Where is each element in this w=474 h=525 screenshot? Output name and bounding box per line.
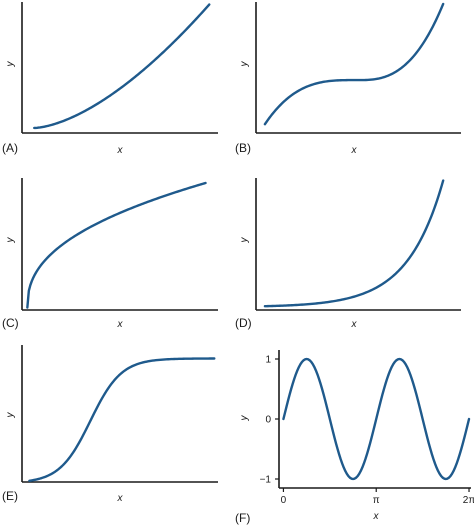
- panel-a: y x (A): [2, 2, 218, 156]
- panel-a-curve: [33, 3, 211, 130]
- panel-d-label: (D): [235, 316, 252, 330]
- panel-f-ticks: 0 π 2π 1 0 −1: [260, 355, 474, 507]
- panel-e: y x (E): [2, 345, 218, 504]
- panel-c-curve: [26, 181, 207, 309]
- panel-f-y-tick-label: −1: [260, 475, 272, 486]
- panel-f-x-tick-label: π: [373, 495, 380, 506]
- panel-f: 0 π 2π 1 0 −1 y x (F): [235, 350, 474, 525]
- panel-c-x-label: x: [117, 319, 124, 330]
- panel-b-label: (B): [235, 141, 251, 155]
- panel-a-x-label: x: [117, 145, 124, 156]
- panel-b: y x (B): [235, 2, 461, 156]
- panel-a-y-label: y: [5, 61, 16, 68]
- panel-f-curve: [282, 357, 471, 481]
- panel-e-label: (E): [2, 489, 18, 503]
- curves: [26, 2, 471, 482]
- panel-d: y x (D): [235, 178, 461, 330]
- panel-b-x-label: x: [351, 145, 358, 156]
- panel-c-y-label: y: [5, 237, 16, 244]
- panel-c: y x (C): [2, 178, 218, 330]
- panel-f-x-label: x: [373, 511, 380, 522]
- panel-d-x-label: x: [351, 319, 358, 330]
- panel-e-x-label: x: [117, 493, 124, 504]
- panel-d-y-label: y: [239, 237, 250, 244]
- panel-f-y-label: y: [239, 415, 250, 422]
- panel-e-y-label: y: [5, 412, 16, 419]
- panel-b-y-label: y: [239, 61, 250, 68]
- panel-e-curve: [28, 357, 216, 482]
- panel-f-y-tick-label: 1: [265, 355, 271, 366]
- panel-f-y-tick-label: 0: [265, 415, 271, 426]
- panel-a-label: (A): [2, 141, 18, 155]
- panel-d-curve: [263, 179, 445, 308]
- panel-c-label: (C): [2, 316, 19, 330]
- panel-f-x-tick-label: 0: [281, 495, 287, 506]
- panel-f-label: (F): [235, 511, 250, 525]
- panel-b-curve: [263, 2, 445, 126]
- panel-f-x-tick-label: 2π: [463, 495, 474, 506]
